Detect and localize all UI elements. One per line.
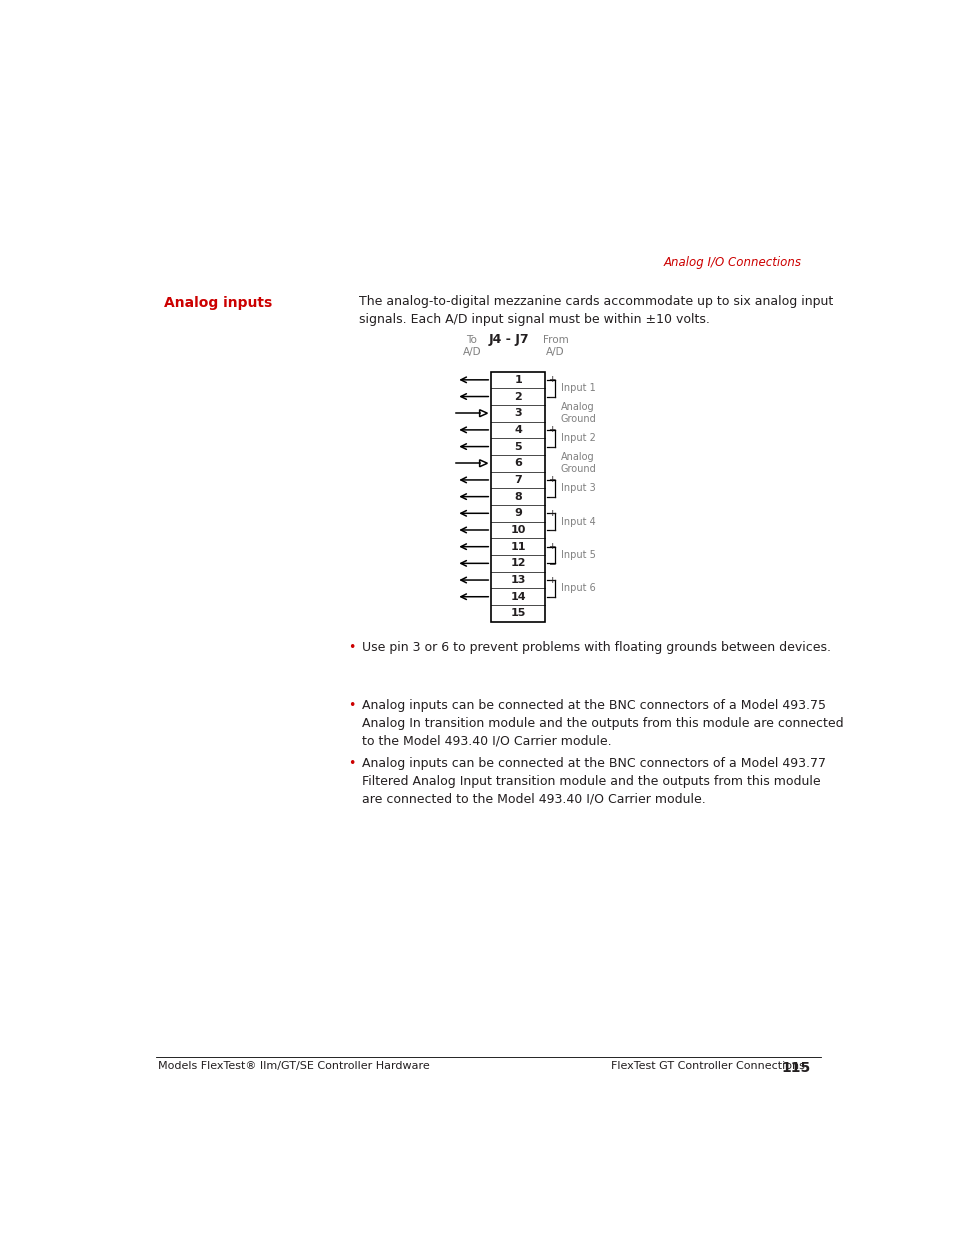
Text: Input 6: Input 6 xyxy=(560,583,595,593)
Text: 7: 7 xyxy=(514,475,521,485)
Text: Input 5: Input 5 xyxy=(560,550,596,559)
Text: Analog inputs can be connected at the BNC connectors of a Model 493.75
Analog In: Analog inputs can be connected at the BN… xyxy=(361,699,842,747)
Text: Analog
Ground: Analog Ground xyxy=(560,452,597,474)
Text: +: + xyxy=(547,509,555,517)
Text: Analog I/O Connections: Analog I/O Connections xyxy=(662,256,801,269)
Text: 5: 5 xyxy=(514,442,521,452)
Text: •: • xyxy=(348,757,355,769)
Text: Input 4: Input 4 xyxy=(560,516,595,526)
Text: 15: 15 xyxy=(510,609,525,619)
Text: Use pin 3 or 6 to prevent problems with floating grounds between devices.: Use pin 3 or 6 to prevent problems with … xyxy=(361,641,830,655)
Text: 1: 1 xyxy=(514,375,521,385)
Text: To
A/D: To A/D xyxy=(462,335,480,357)
Text: +: + xyxy=(547,542,555,551)
Text: +: + xyxy=(547,576,555,584)
Text: Analog
Ground: Analog Ground xyxy=(560,403,597,425)
Text: 14: 14 xyxy=(510,592,526,601)
Text: 2: 2 xyxy=(514,391,521,401)
Text: J4 - J7: J4 - J7 xyxy=(488,333,529,346)
Text: −: − xyxy=(547,525,555,535)
Text: •: • xyxy=(348,641,355,655)
Text: The analog-to-digital mezzanine cards accommodate up to six analog input
signals: The analog-to-digital mezzanine cards ac… xyxy=(359,294,833,326)
Text: 9: 9 xyxy=(514,509,521,519)
Text: •: • xyxy=(348,699,355,711)
Text: −: − xyxy=(547,391,555,401)
Text: 10: 10 xyxy=(510,525,525,535)
Text: 8: 8 xyxy=(514,492,521,501)
Text: Analog inputs can be connected at the BNC connectors of a Model 493.77
Filtered : Analog inputs can be connected at the BN… xyxy=(361,757,825,805)
Text: −: − xyxy=(547,442,555,451)
Text: 3: 3 xyxy=(514,409,521,419)
Text: Input 1: Input 1 xyxy=(560,383,595,393)
Text: 115: 115 xyxy=(781,1061,810,1074)
Text: −: − xyxy=(547,492,555,501)
Text: −: − xyxy=(547,593,555,601)
Text: Models FlexTest® IIm/GT/SE Controller Hardware: Models FlexTest® IIm/GT/SE Controller Ha… xyxy=(158,1061,429,1071)
Text: +: + xyxy=(547,475,555,484)
Text: 4: 4 xyxy=(514,425,521,435)
Text: −: − xyxy=(547,559,555,568)
Text: +: + xyxy=(547,375,555,384)
Text: 11: 11 xyxy=(510,542,525,552)
Text: Input 2: Input 2 xyxy=(560,433,596,443)
Text: Analog inputs: Analog inputs xyxy=(164,296,272,310)
Text: +: + xyxy=(547,425,555,435)
Text: 13: 13 xyxy=(510,576,525,585)
Text: 12: 12 xyxy=(510,558,525,568)
Text: Input 3: Input 3 xyxy=(560,483,595,493)
Text: From
A/D: From A/D xyxy=(542,335,568,357)
Text: FlexTest GT Controller Connections: FlexTest GT Controller Connections xyxy=(611,1061,804,1071)
Bar xyxy=(491,372,545,621)
Text: 6: 6 xyxy=(514,458,521,468)
